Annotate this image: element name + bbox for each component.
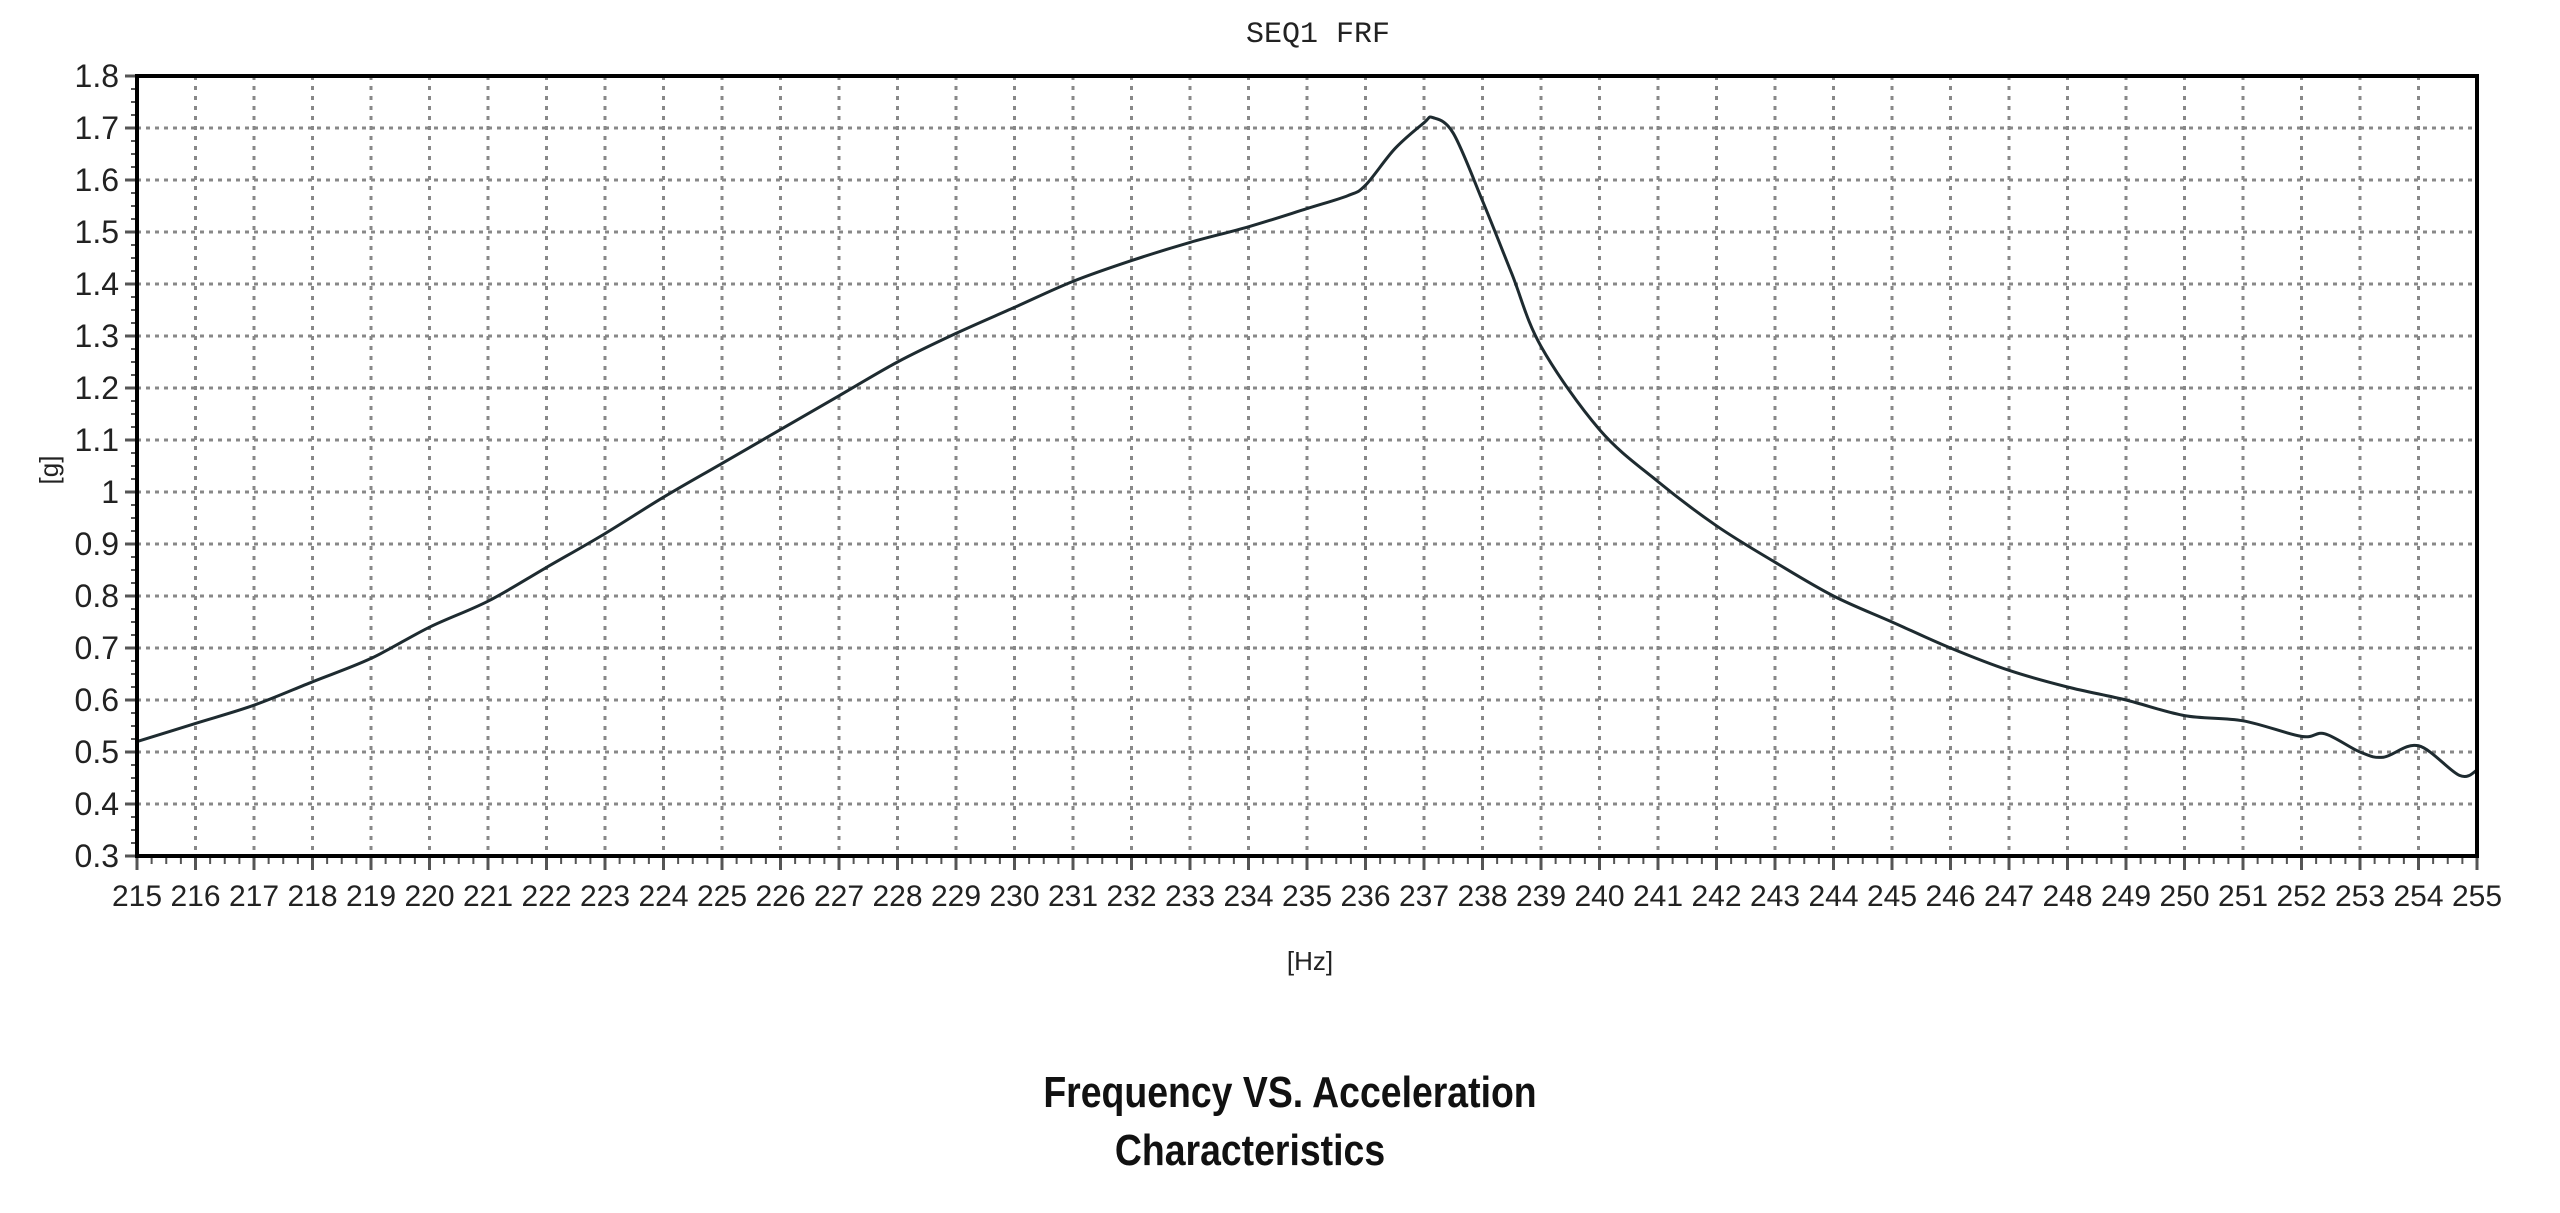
y-tick-label: 1.2	[75, 370, 119, 406]
x-tick-label: 255	[2452, 880, 2502, 913]
x-tick-label: 217	[229, 880, 279, 913]
x-tick-label: 215	[112, 880, 162, 913]
y-tick-label: 0.3	[75, 838, 119, 874]
x-tick-label: 247	[1984, 880, 2034, 913]
x-tick-label: 236	[1340, 880, 1390, 913]
x-tick-label: 245	[1867, 880, 1917, 913]
grid	[137, 76, 2477, 856]
x-tick-labels: 215 216 217 218 219 220 221 222 223 224 225 226 227 2…	[112, 880, 2502, 913]
y-tick-label: 1.6	[75, 162, 119, 198]
series-line	[136, 115, 2478, 778]
chart-title: SEQ1 FRF	[1246, 18, 1390, 52]
caption-line-2: Characteristics	[1114, 1126, 1386, 1175]
x-tick-label: 233	[1165, 880, 1215, 913]
y-tick-label: 0.6	[75, 682, 119, 718]
y-tick-label: 1.1	[75, 422, 119, 458]
x-tick-label: 252	[2276, 880, 2326, 913]
y-tick-label: 0.8	[75, 578, 119, 614]
x-tick-label: 219	[346, 880, 396, 913]
x-tick-label: 242	[1691, 880, 1741, 913]
x-tick-label: 244	[1808, 880, 1858, 913]
y-tick-label: 1.4	[75, 266, 119, 302]
x-tick-label: 228	[872, 880, 922, 913]
x-tick-label: 216	[170, 880, 220, 913]
y-tick-label: 0.5	[75, 734, 119, 770]
x-tick-label: 221	[463, 880, 513, 913]
x-tick-label: 246	[1925, 880, 1975, 913]
plot-frame	[135, 74, 2479, 858]
y-tick-label: 0.7	[75, 630, 119, 666]
x-tick-label: 234	[1223, 880, 1273, 913]
y-tick-label: 0.4	[75, 786, 119, 822]
x-tick-label: 254	[2393, 880, 2443, 913]
x-tick-label: 231	[1048, 880, 1098, 913]
x-tick-label: 226	[755, 880, 805, 913]
x-tick-label: 222	[521, 880, 571, 913]
x-tick-label: 232	[1106, 880, 1156, 913]
y-tick-label: 1	[101, 474, 119, 510]
x-tick-label: 223	[580, 880, 630, 913]
y-tick-label: 1.8	[75, 58, 119, 94]
x-tick-label: 243	[1750, 880, 1800, 913]
x-tick-label: 248	[2042, 880, 2092, 913]
x-tick-label: 220	[404, 880, 454, 913]
x-tick-label: 218	[287, 880, 337, 913]
x-tick-label: 229	[931, 880, 981, 913]
x-tick-label: 253	[2335, 880, 2385, 913]
y-tick-label: 1.3	[75, 318, 119, 354]
y-tick-label: 1.5	[75, 214, 119, 250]
y-tick-label: 0.9	[75, 526, 119, 562]
caption-line-1: Frequency VS. Acceleration	[1043, 1068, 1537, 1117]
x-tick-label: 238	[1457, 880, 1507, 913]
y-tick-labels: 0.3 0.4 0.5 0.6 0.7 0.8 0.9 1 1.1 1.2 1.3 1.4 1.5 1.6…	[75, 58, 119, 874]
x-tick-label: 249	[2101, 880, 2151, 913]
y-axis-label: [g]	[34, 456, 64, 485]
x-tick-label: 237	[1399, 880, 1449, 913]
x-tick-label: 251	[2218, 880, 2268, 913]
x-tick-label: 250	[2159, 880, 2209, 913]
x-axis-label: [Hz]	[1287, 946, 1333, 976]
x-tick-label: 225	[697, 880, 747, 913]
x-tick-label: 235	[1282, 880, 1332, 913]
x-tick-label: 241	[1633, 880, 1683, 913]
x-tick-label: 230	[989, 880, 1039, 913]
x-tick-label: 224	[638, 880, 688, 913]
x-tick-label: 239	[1516, 880, 1566, 913]
y-tick-label: 1.7	[75, 110, 119, 146]
x-tick-label: 227	[814, 880, 864, 913]
x-tick-label: 240	[1574, 880, 1624, 913]
